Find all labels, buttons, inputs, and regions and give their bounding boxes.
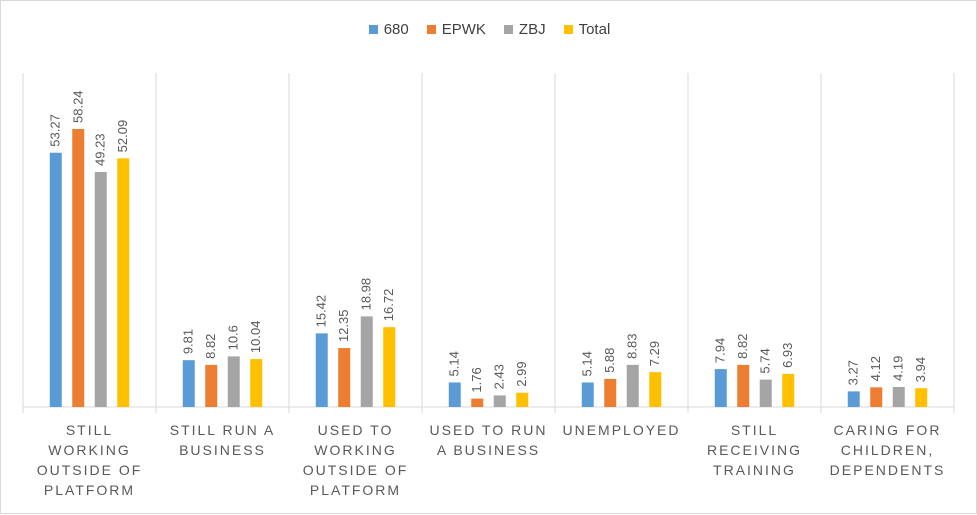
category-label: OUTSIDE OF [303, 462, 409, 478]
legend-item-2: ZBJ [503, 21, 546, 38]
bar-total-3 [516, 392, 529, 407]
bar-680-5 [714, 369, 727, 407]
bar-680-4 [581, 382, 594, 407]
category-label: STILL [66, 422, 113, 438]
bar-680-3 [448, 382, 461, 407]
category-label: USED TO RUN [430, 422, 548, 438]
bar-680-6 [847, 391, 860, 407]
data-label: 58.24 [70, 90, 85, 123]
data-label: 7.29 [647, 341, 662, 366]
legend-item-1: EPWK [426, 21, 486, 38]
data-label: 5.74 [758, 348, 773, 373]
data-label: 2.43 [492, 364, 507, 389]
bar-epwk-3 [471, 398, 484, 407]
data-label: 6.93 [780, 343, 795, 368]
data-label: 2.99 [514, 361, 529, 386]
category-label: WORKING [48, 442, 130, 458]
category-label: RECEIVING [707, 442, 802, 458]
data-label: 3.94 [913, 357, 928, 382]
category-label: UNEMPLOYED [562, 422, 680, 438]
bar-total-5 [782, 373, 795, 407]
legend-label: Total [578, 21, 611, 38]
legend-item-0: 680 [368, 21, 409, 38]
data-label: 5.14 [447, 351, 462, 376]
category-label: DEPENDENTS [830, 462, 946, 478]
category-label: USED TO [318, 422, 394, 438]
legend: 680 EPWK ZBJ Total [1, 21, 977, 38]
legend-swatch [368, 25, 378, 34]
category-label: WORKING [314, 442, 396, 458]
data-label: 18.98 [359, 278, 374, 311]
legend-swatch [563, 25, 573, 34]
bar-zbj-5 [759, 379, 772, 407]
category-label: STILL [731, 422, 778, 438]
bar-zbj-2 [360, 316, 373, 407]
bar-total-4 [649, 372, 662, 407]
data-label: 4.12 [868, 356, 883, 381]
bar-epwk-0 [72, 129, 85, 407]
bar-total-6 [915, 388, 928, 407]
bar-zbj-0 [94, 172, 107, 407]
bar-epwk-2 [338, 348, 351, 407]
data-label: 3.27 [846, 360, 861, 385]
bar-total-0 [117, 158, 130, 407]
bar-680-1 [182, 360, 195, 407]
data-label: 10.6 [226, 325, 241, 350]
category-label: TRAINING [713, 462, 796, 478]
bar-680-2 [315, 333, 328, 407]
legend-swatch [426, 25, 436, 34]
data-label: 12.35 [336, 310, 351, 343]
category-label: CARING FOR [834, 422, 942, 438]
data-label: 8.82 [735, 334, 750, 359]
data-label: 52.09 [115, 120, 130, 153]
data-label: 8.82 [203, 334, 218, 359]
data-label: 53.27 [48, 114, 63, 147]
bar-zbj-4 [626, 364, 639, 407]
data-label: 10.04 [248, 321, 263, 354]
bar-680-0 [49, 152, 62, 407]
legend-label: 680 [383, 21, 409, 38]
data-label: 8.83 [625, 334, 640, 359]
data-label: 1.76 [469, 367, 484, 392]
data-label: 5.14 [580, 351, 595, 376]
category-label: STILL RUN A [170, 422, 276, 438]
data-label: 7.94 [713, 338, 728, 363]
bar-zbj-3 [493, 395, 506, 407]
data-label: 5.88 [602, 348, 617, 373]
bar-epwk-1 [205, 364, 218, 407]
data-label: 9.81 [181, 329, 196, 354]
bar-epwk-5 [737, 364, 750, 407]
bar-epwk-6 [870, 387, 883, 407]
data-label: 4.19 [891, 356, 906, 381]
legend-label: ZBJ [518, 21, 546, 38]
bar-epwk-4 [604, 378, 617, 407]
data-label: 49.23 [93, 133, 108, 166]
category-label: BUSINESS [179, 442, 266, 458]
data-label: 16.72 [381, 289, 396, 322]
category-label: A BUSINESS [437, 442, 540, 458]
bar-zbj-6 [892, 386, 905, 407]
bar-zbj-1 [227, 356, 240, 407]
data-label: 15.42 [314, 295, 329, 328]
category-label: CHILDREN, [841, 442, 934, 458]
legend-swatch [503, 25, 513, 34]
bar-total-1 [250, 359, 263, 407]
bar-total-2 [383, 327, 396, 407]
legend-item-3: Total [563, 21, 611, 38]
legend-label: EPWK [441, 21, 486, 38]
category-label: PLATFORM [44, 482, 135, 498]
category-label: PLATFORM [310, 482, 401, 498]
category-label: OUTSIDE OF [37, 462, 143, 478]
